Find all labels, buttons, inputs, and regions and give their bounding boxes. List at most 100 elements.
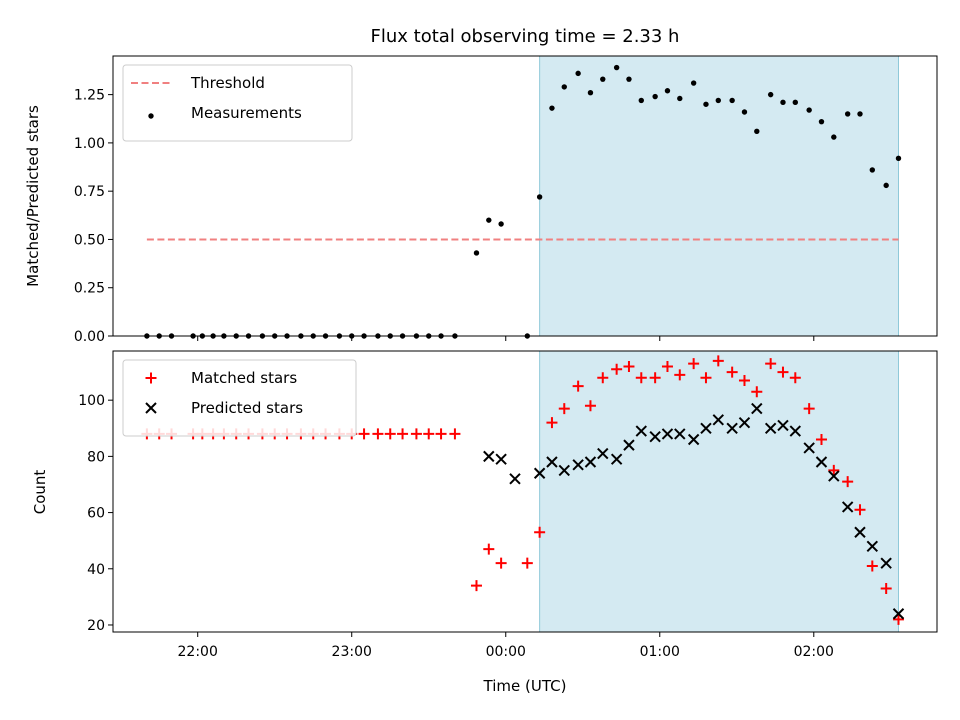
data-point <box>777 419 789 432</box>
bottom-y-tick-label: 60 <box>87 506 105 522</box>
data-point <box>610 453 623 465</box>
data-point <box>738 416 751 429</box>
data-point <box>866 560 878 572</box>
bottom-panel: 20 40 60 80 100 22:00 23:00 00:00 01:00 02:00 Matc… <box>78 350 938 660</box>
data-point <box>521 557 533 569</box>
data-point <box>854 504 866 516</box>
data-point <box>483 543 495 555</box>
bottom-x-tick-label: 23:00 <box>332 644 372 660</box>
data-point <box>751 386 763 398</box>
data-point <box>358 428 370 440</box>
bottom-x-tick-label: 22:00 <box>178 644 218 660</box>
data-point <box>623 439 635 451</box>
bottom-plot-frame <box>112 350 938 633</box>
top-y-tick-label: 0.75 <box>74 184 105 200</box>
data-point <box>483 450 495 463</box>
data-point <box>558 403 570 415</box>
data-point <box>649 430 661 443</box>
data-point <box>690 80 697 86</box>
data-point <box>726 422 738 434</box>
data-point <box>767 91 774 98</box>
data-point <box>729 97 735 104</box>
data-point <box>495 453 507 465</box>
data-point <box>546 417 558 429</box>
data-point <box>803 403 815 415</box>
legend-label: Threshold <box>190 74 265 92</box>
top-legend: Threshold Measurements <box>122 64 353 142</box>
data-point <box>712 414 725 426</box>
bottom-x-tick-label: 02:00 <box>794 644 834 660</box>
bottom-shaded-span <box>539 350 899 633</box>
data-point <box>533 467 546 479</box>
legend-label: Predicted stars <box>191 399 303 417</box>
data-point <box>841 501 854 513</box>
legend-label: Matched stars <box>191 369 297 387</box>
data-point <box>661 360 673 372</box>
data-point <box>473 250 480 256</box>
data-point <box>597 447 609 460</box>
data-point <box>712 355 724 367</box>
data-point <box>558 464 570 477</box>
data-point <box>803 442 815 454</box>
data-point <box>815 434 827 446</box>
data-point <box>738 375 750 387</box>
data-point <box>715 97 721 104</box>
data-point <box>765 358 777 370</box>
data-point <box>789 425 802 437</box>
data-point <box>384 428 396 440</box>
data-point <box>613 64 620 71</box>
data-point <box>626 76 632 82</box>
top-y-tick-label: 0.00 <box>74 329 105 345</box>
bottom-series-2 <box>483 402 905 620</box>
data-point <box>777 366 789 378</box>
legend-label: Measurements <box>191 104 302 122</box>
data-point <box>741 109 748 115</box>
x-axis-label: Time (UTC) <box>483 677 567 695</box>
bottom-y-tick-label: 100 <box>78 393 105 409</box>
data-point <box>818 118 825 125</box>
data-point <box>623 360 635 372</box>
top-y-axis-label: Matched/Predicted stars <box>24 105 42 287</box>
data-point <box>674 369 686 381</box>
data-point <box>726 366 738 378</box>
data-point <box>638 97 644 104</box>
top-plot-frame <box>112 55 938 337</box>
data-point <box>546 456 558 468</box>
data-point <box>880 557 892 569</box>
data-point <box>470 580 482 592</box>
data-point <box>687 433 700 446</box>
data-point <box>486 217 492 223</box>
data-point <box>844 111 851 117</box>
data-point <box>688 358 700 370</box>
top-y-tick-label: 1.00 <box>74 136 105 152</box>
data-point <box>372 428 384 440</box>
data-point <box>549 105 555 111</box>
data-point <box>677 95 683 102</box>
data-point <box>498 221 504 227</box>
legend-handle-measurements <box>148 113 154 119</box>
data-point <box>435 428 447 440</box>
data-point <box>661 428 674 440</box>
data-point <box>754 128 760 135</box>
data-point <box>572 459 584 471</box>
data-point <box>561 84 567 90</box>
data-point <box>674 428 686 440</box>
data-point <box>892 613 904 625</box>
data-point <box>806 107 812 113</box>
bottom-x-tick-label: 01:00 <box>640 644 680 660</box>
data-point <box>700 422 712 434</box>
data-point <box>751 402 763 415</box>
data-point <box>534 526 546 538</box>
data-point <box>397 428 409 440</box>
data-point <box>854 526 866 538</box>
data-point <box>815 456 828 468</box>
top-y-tick-label: 1.25 <box>74 88 105 104</box>
chart-title: Flux total observing time = 2.33 h <box>371 26 680 47</box>
data-point <box>700 372 712 384</box>
data-point <box>449 428 461 440</box>
data-point <box>664 88 671 94</box>
data-point <box>495 557 507 569</box>
data-point <box>866 540 879 553</box>
data-point <box>764 422 777 434</box>
